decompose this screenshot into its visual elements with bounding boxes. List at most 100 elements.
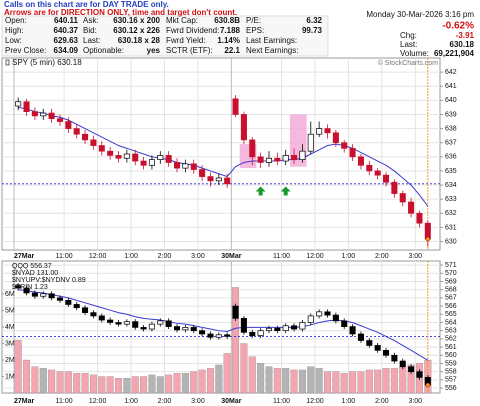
candle-body [182, 163, 189, 169]
candle-body [391, 354, 398, 362]
volume-bar [340, 373, 348, 394]
candle-body [199, 330, 206, 335]
candle-body [416, 212, 423, 224]
volume-bar [374, 369, 382, 394]
candle-body [324, 311, 331, 316]
volume-bar [181, 373, 189, 394]
x-tick-label: 2:00 [158, 253, 172, 260]
candle-body [207, 176, 214, 182]
volume-bar [198, 369, 206, 394]
candle-body [232, 305, 239, 319]
quote-value: 640.11 [54, 16, 79, 25]
candle-body [416, 371, 423, 378]
y-tick-label: 564 [445, 319, 457, 326]
candle-body [98, 315, 105, 321]
volume-bar [357, 371, 365, 394]
candle-body [332, 132, 339, 144]
y2-tick-label: 4M [5, 324, 15, 331]
y-tick-label: 630 [445, 238, 457, 245]
y-tick-label: 638 [445, 125, 457, 132]
candle-body [374, 345, 381, 351]
volume-bar [56, 371, 64, 394]
candle-body [240, 318, 247, 333]
x-tick-label: 12:00 [89, 253, 107, 260]
volume-bar [265, 366, 273, 394]
up-arrow [280, 186, 291, 196]
chg-label: Chg: [400, 31, 417, 40]
y-tick-label: 571 [445, 262, 457, 269]
note-line: Arrows are for DIRECTION ONLY, time and … [4, 8, 237, 17]
candle-body [341, 142, 348, 149]
candle-body [240, 114, 247, 141]
y-tick-label: 570 [445, 270, 457, 277]
candle-body [123, 321, 130, 325]
candle-body [157, 155, 164, 160]
plot-frame [1, 57, 441, 251]
volume-bar [365, 369, 373, 394]
volume-bar [257, 363, 265, 394]
last-point [425, 236, 431, 242]
y2-tick-label: 2M [5, 357, 15, 364]
y-tick-label: 563 [445, 328, 457, 335]
last-value: 630.18 [450, 40, 475, 49]
candle-body [282, 155, 289, 162]
candle-body [391, 181, 398, 194]
volume-bar [131, 376, 139, 394]
quote-value: 22.1 [224, 46, 240, 55]
candle-body [332, 314, 339, 322]
candle-body [274, 157, 281, 162]
x-tick-label: 11:00 [56, 398, 73, 405]
x-tick-label: 1:00 [124, 253, 138, 260]
x-tick-label: 11:00 [273, 253, 290, 260]
candle-body [132, 153, 139, 162]
candle-body [23, 101, 30, 112]
y-tick-label: 565 [445, 311, 457, 318]
candle-body [73, 128, 80, 135]
moving-average [18, 289, 429, 361]
candle-body [265, 327, 273, 332]
last-point [425, 382, 431, 388]
candle-body [90, 312, 97, 317]
x-tick-label: 27Mar [14, 398, 35, 405]
candle-body [349, 148, 356, 158]
note-line: Calls on this chart are for DAY TRADE on… [4, 0, 169, 9]
candle-body [215, 334, 222, 338]
candle-body [165, 320, 172, 327]
candle-body [274, 327, 281, 332]
x-tick-label: 3:00 [191, 253, 205, 260]
x-tick-label: 11:00 [56, 253, 73, 260]
candle-body [307, 315, 314, 323]
volume-bar [399, 366, 407, 394]
candle-body [408, 201, 415, 214]
volume-bar [349, 371, 357, 394]
y-tick-label: 560 [445, 352, 457, 359]
volume-bar [148, 374, 156, 394]
y-tick-label: 568 [445, 287, 457, 294]
y-tick-label: 559 [445, 360, 457, 367]
y-tick-label: 637 [445, 140, 457, 147]
quote-box [1, 15, 329, 57]
candle-body [190, 163, 197, 170]
candle-body [399, 360, 406, 368]
legend-icon [5, 59, 10, 66]
volume-bar [173, 373, 181, 394]
candle-body [215, 177, 222, 182]
candle-body [90, 139, 97, 146]
volume-bar [282, 368, 290, 394]
quote-label: Prev Close: [5, 46, 46, 55]
candle-body [349, 326, 356, 335]
candle-body [165, 155, 172, 163]
volume-bar [382, 368, 390, 394]
candle-body [307, 133, 314, 152]
quote-value: 634.09 [54, 46, 79, 55]
candle-body [265, 157, 273, 163]
up-arrow [255, 186, 266, 196]
volume-bar [115, 377, 122, 394]
volume-bar [23, 359, 31, 394]
candle-body [173, 162, 181, 169]
x-tick-label: 3:00 [408, 398, 422, 405]
candle-body [366, 340, 373, 346]
quote-label: Fwrd Dividend: [166, 26, 219, 35]
quote-value: 7.188 [220, 26, 241, 35]
volume-bar [290, 369, 298, 394]
